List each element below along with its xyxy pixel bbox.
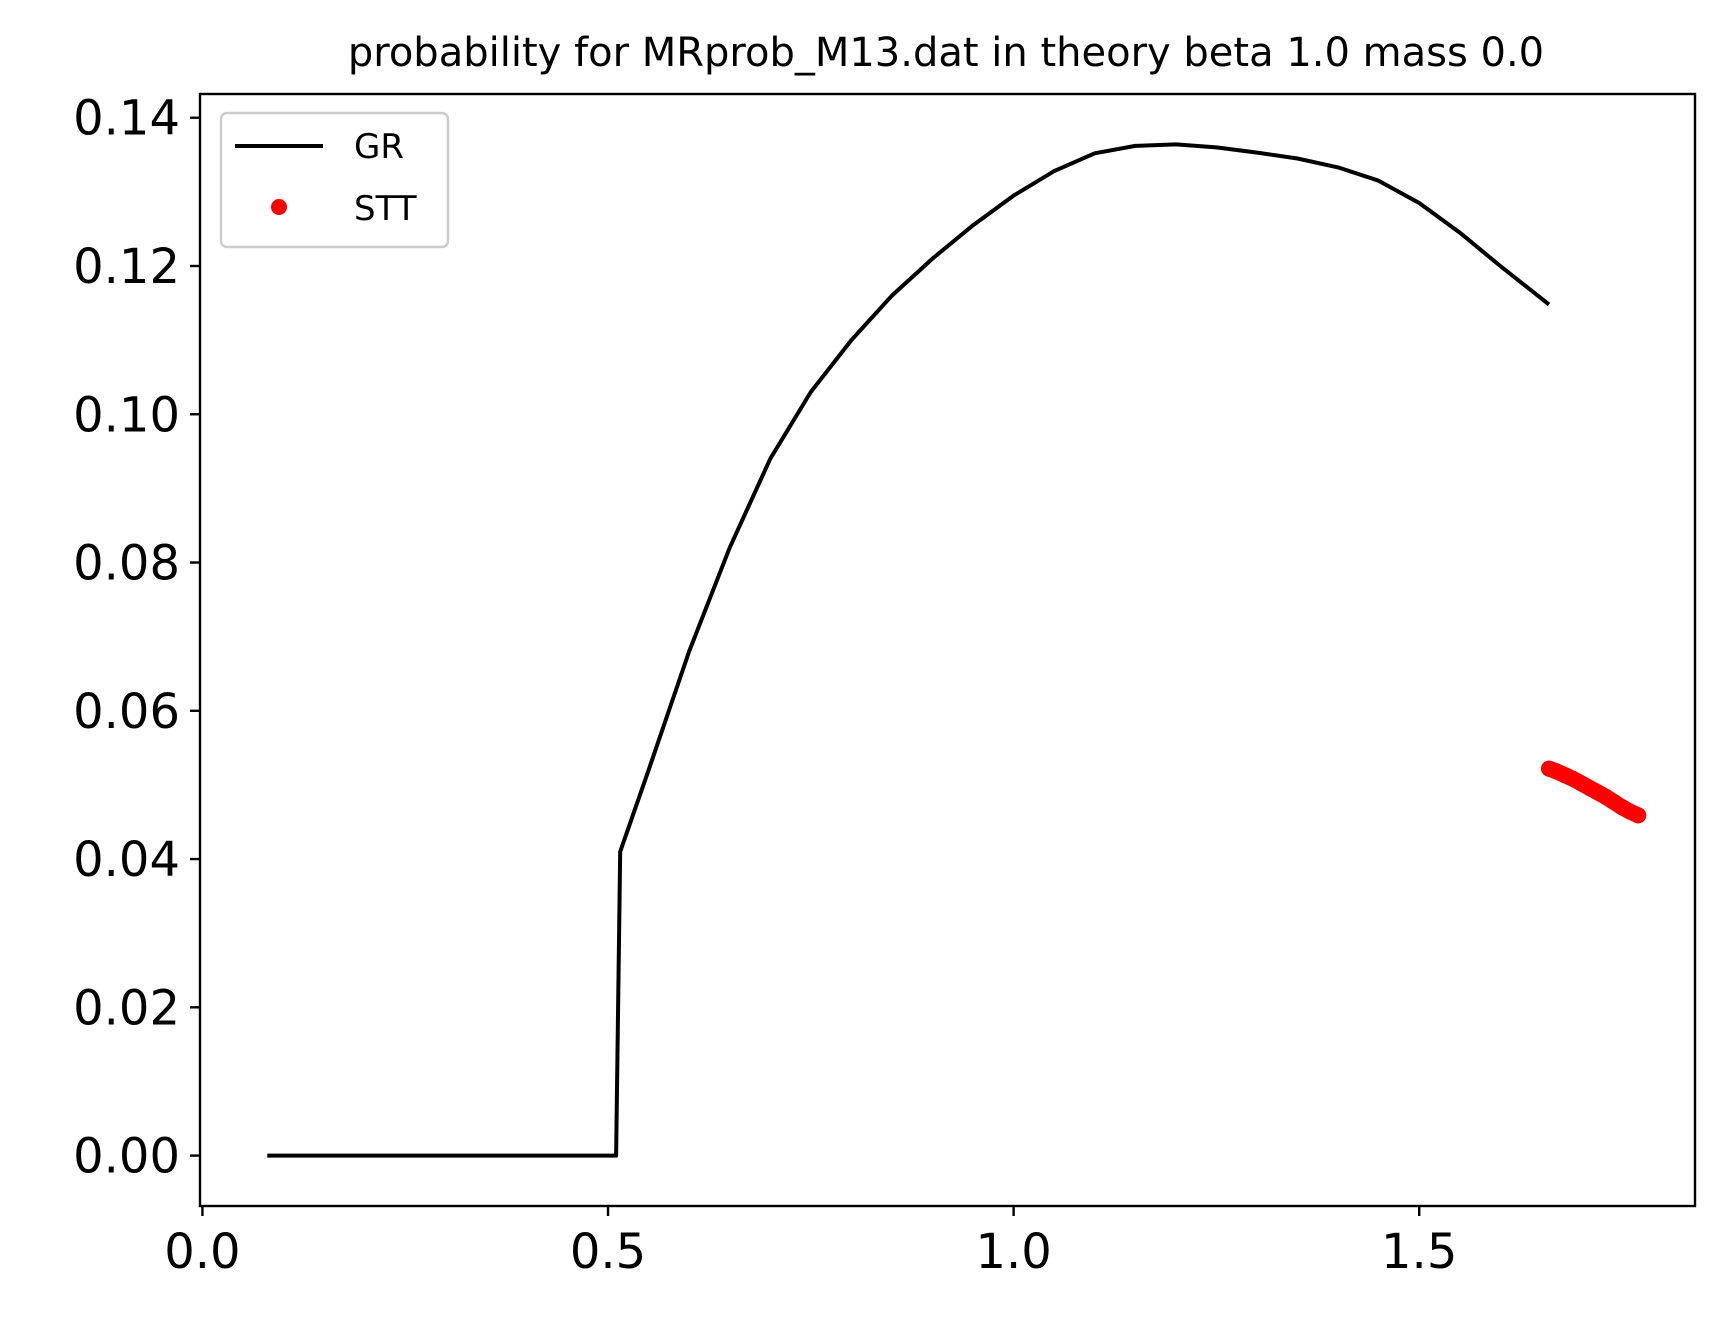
x-tick-label: 1.0 <box>975 1224 1051 1280</box>
y-tick-label: 0.08 <box>73 536 180 592</box>
y-tick-label: 0.02 <box>73 980 180 1036</box>
series-stt-point <box>1630 807 1647 824</box>
plot-frame <box>198 92 1697 1208</box>
plot-area <box>267 142 1647 1158</box>
y-tick-label: 0.00 <box>73 1129 180 1185</box>
legend-stt-swatch <box>271 199 287 215</box>
y-tick-label: 0.06 <box>73 684 180 740</box>
legend-gr-label: GR <box>354 127 404 167</box>
legend-stt-label: STT <box>354 189 417 229</box>
legend: GR STT <box>219 111 450 249</box>
chart-title: probability for MRprob_M13.dat in theory… <box>348 30 1544 76</box>
y-tick-label: 0.10 <box>73 387 180 443</box>
series-gr-line <box>267 142 1551 1158</box>
x-tick-label: 0.5 <box>570 1224 646 1280</box>
y-tick-label: 0.14 <box>73 91 180 147</box>
y-axis: 0.00 0.02 0.04 0.06 0.08 0.10 0.12 0.14 <box>73 91 200 1185</box>
x-axis: 0.0 0.5 1.0 1.5 <box>164 1206 1457 1280</box>
x-tick-label: 1.5 <box>1381 1224 1457 1280</box>
x-tick-label: 0.0 <box>164 1224 240 1280</box>
y-tick-label: 0.04 <box>73 832 180 888</box>
y-tick-label: 0.12 <box>73 239 180 295</box>
